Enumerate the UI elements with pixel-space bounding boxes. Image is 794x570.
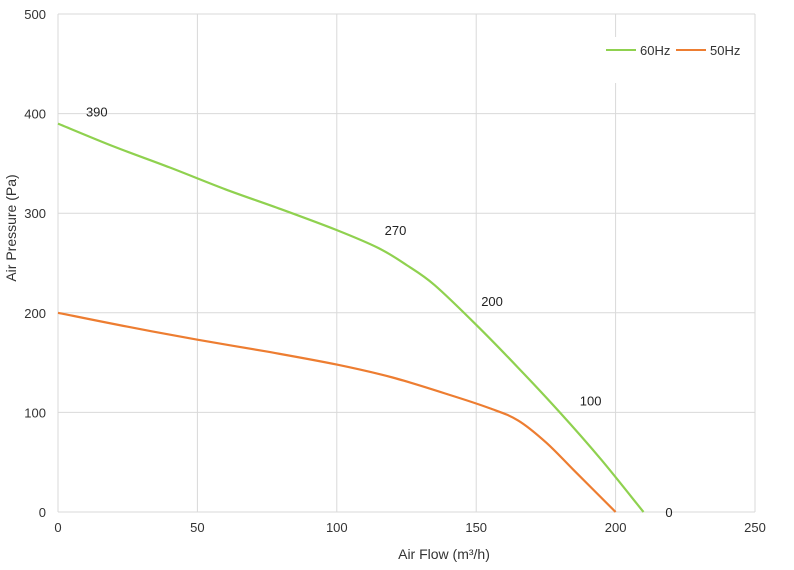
- legend-label-60hz: 60Hz: [640, 43, 670, 58]
- y-tick-label: 500: [24, 7, 46, 22]
- legend-background: [594, 37, 752, 83]
- y-tick-label: 300: [24, 206, 46, 221]
- y-tick-label: 0: [39, 505, 46, 520]
- x-tick-label: 150: [465, 520, 487, 535]
- legend-label-50hz: 50Hz: [710, 43, 740, 58]
- x-tick-label: 100: [326, 520, 348, 535]
- x-tick-label: 200: [605, 520, 627, 535]
- series-lines: [57, 122, 645, 513]
- series-line-50hz: [57, 311, 617, 513]
- data-label: 100: [580, 393, 602, 408]
- data-label: 0: [665, 505, 672, 520]
- x-axis-title: Air Flow (m³/h): [398, 546, 490, 562]
- y-axis-title: Air Pressure (Pa): [3, 174, 19, 281]
- y-tick-label: 100: [24, 405, 46, 420]
- legend: 60Hz 50Hz: [594, 37, 752, 83]
- x-tick-label: 250: [744, 520, 766, 535]
- x-tick-label: 0: [54, 520, 61, 535]
- data-label: 270: [385, 223, 407, 238]
- grid: [57, 13, 756, 513]
- y-tick-label: 200: [24, 306, 46, 321]
- data-labels: 390 270 200 100 0: [86, 105, 673, 520]
- y-tick-label: 400: [24, 107, 46, 122]
- data-label: 390: [86, 105, 108, 120]
- y-tick-labels: 0 100 200 300 400 500: [24, 7, 46, 520]
- data-label: 200: [481, 294, 503, 309]
- series-line-60hz: [57, 122, 645, 513]
- x-tick-label: 50: [190, 520, 204, 535]
- x-tick-labels: 0 50 100 150 200 250: [54, 520, 765, 535]
